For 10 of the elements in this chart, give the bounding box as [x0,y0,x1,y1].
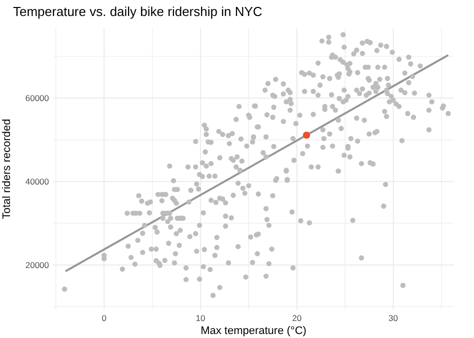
y-tick-label: 60000 [25,93,50,104]
y-tick-label: 20000 [25,260,50,270]
y-tick-label: 40000 [25,176,50,186]
chart-title: Temperature vs. daily bike ridership in NYC [13,4,262,19]
x-tick-label: 30 [388,313,398,323]
x-axis-title: Max temperature (°C) [200,325,306,337]
x-tick-label: 20 [292,313,302,323]
x-tick-label: 0 [102,313,107,323]
x-tick-label: 10 [196,313,206,323]
y-axis-title: Total riders recorded [1,118,13,220]
